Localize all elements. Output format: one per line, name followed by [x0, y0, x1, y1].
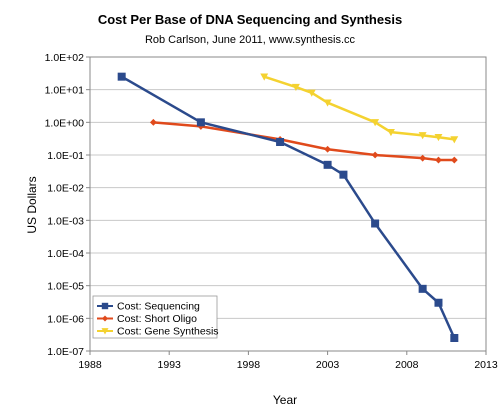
gridlines [90, 89, 486, 319]
data-point [371, 219, 380, 228]
series-cost-sequencing [117, 72, 459, 343]
chart-subtitle: Rob Carlson, June 2011, www.synthesis.cc [145, 34, 356, 46]
x-tick-label: 2008 [395, 359, 419, 371]
y-tick-label: 1.0E+01 [45, 85, 85, 97]
data-point [196, 118, 205, 127]
data-point [450, 136, 459, 144]
x-tick-label: 1998 [237, 359, 261, 371]
data-point [371, 119, 380, 127]
legend-label: Cost: Sequencing [117, 301, 200, 313]
data-point [276, 138, 285, 147]
data-point [371, 151, 379, 159]
x-tick-label: 1988 [78, 359, 102, 371]
x-axis-label: Year [273, 393, 297, 407]
data-point [101, 315, 109, 322]
data-point [434, 298, 443, 307]
data-point [307, 89, 316, 97]
y-tick-label: 1.0E-07 [47, 346, 84, 358]
legend-label: Cost: Gene Synthesis [117, 326, 219, 338]
data-point [387, 128, 395, 137]
plot-area-frame [89, 56, 487, 352]
y-tick-label: 1.0E-01 [47, 150, 84, 162]
data-point [418, 284, 427, 293]
data-point [434, 134, 443, 142]
data-point [450, 156, 458, 164]
legend-label: Cost: Short Oligo [117, 313, 197, 325]
y-tick-label: 1.0E+02 [45, 52, 85, 64]
data-point [149, 118, 157, 126]
x-tick-label: 2013 [474, 359, 498, 371]
y-tick-label: 1.0E-04 [47, 248, 84, 260]
series-cost-short-oligo [149, 118, 458, 164]
y-tick-label: 1.0E-03 [47, 215, 84, 227]
data-point [450, 334, 459, 343]
y-tick-label: 1.0E-02 [47, 183, 84, 195]
legend-item: Cost: Short Oligo [97, 313, 197, 325]
chart-title: Cost Per Base of DNA Sequencing and Synt… [98, 12, 402, 27]
x-tick-label: 1993 [158, 359, 182, 371]
y-tick-label: 1.0E+00 [45, 117, 85, 129]
y-tick-label: 1.0E-05 [47, 281, 84, 293]
y-axis-ticks: 1.0E+02 1.0E+01 1.0E+00 1.0E-01 1.0E-02 1.0E-… [45, 52, 90, 358]
data-point [418, 132, 427, 140]
data-point [339, 170, 348, 179]
data-point [323, 160, 332, 169]
data-point [260, 73, 269, 81]
x-axis-ticks: 1988 1993 1998 2003 2008 2013 [78, 351, 498, 371]
y-axis-label: US Dollars [25, 176, 39, 233]
data-point [101, 302, 109, 310]
data-point [101, 328, 109, 335]
data-point [291, 83, 300, 92]
x-tick-label: 2003 [316, 359, 340, 371]
legend-box [92, 295, 218, 339]
series-cost-gene-synthesis [260, 73, 459, 144]
data-point [435, 156, 442, 164]
data-point [323, 99, 332, 107]
series-line [263, 75, 455, 141]
legend-item: Cost: Gene Synthesis [97, 326, 219, 338]
legend-item: Cost: Sequencing [97, 301, 200, 313]
series-layer [117, 72, 459, 343]
data-point [324, 145, 332, 153]
y-tick-label: 1.0E-06 [47, 313, 84, 325]
data-point [117, 72, 126, 81]
data-point [419, 154, 427, 162]
